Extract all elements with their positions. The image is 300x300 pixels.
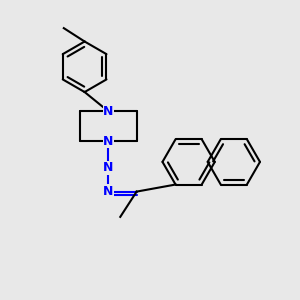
Text: N: N (103, 135, 114, 148)
Text: N: N (103, 185, 114, 198)
Text: N: N (103, 161, 114, 174)
Text: N: N (103, 105, 114, 118)
